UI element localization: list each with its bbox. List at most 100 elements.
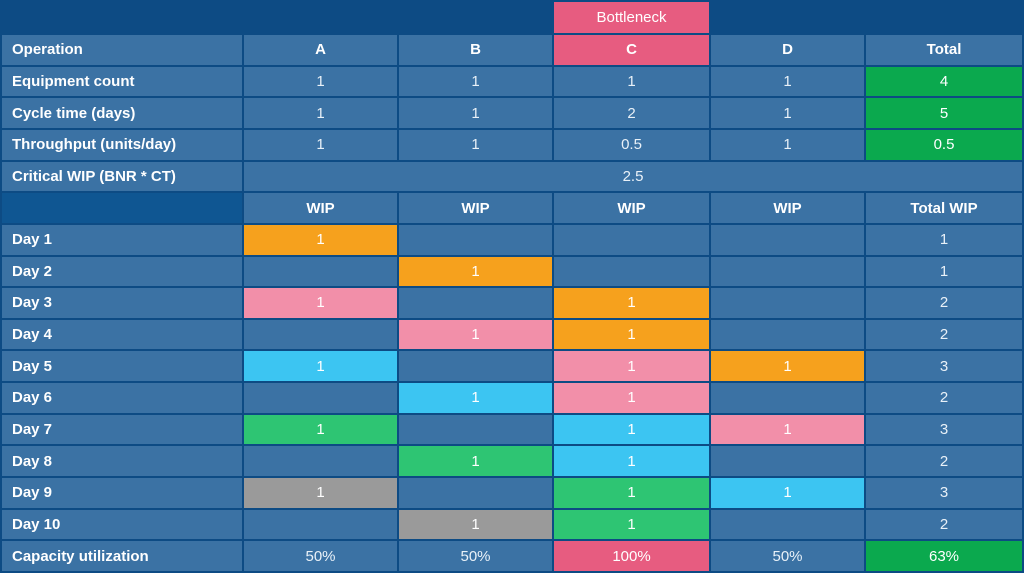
header-operation: Operation (2, 35, 242, 65)
wip-header-c: WIP (554, 193, 709, 223)
wip-header-b: WIP (399, 193, 552, 223)
capacity-cell-d: 50% (711, 541, 864, 571)
wip-unit-cell: 1 (399, 319, 552, 350)
wip-empty-cell (244, 383, 397, 413)
wip-unit-cell: 1 (711, 478, 864, 508)
metric-total-cell: 4 (866, 66, 1022, 97)
wip-empty-cell (399, 478, 552, 508)
total-wip-cell: 2 (866, 319, 1022, 350)
metric-total-cell: 5 (866, 98, 1022, 128)
metric-cell: 1 (399, 129, 552, 160)
total-wip-cell: 3 (866, 478, 1022, 508)
capacity-cell-a: 50% (244, 541, 397, 571)
capacity-cell-c-bottleneck: 100% (554, 541, 709, 571)
wip-unit-cell: 1 (399, 256, 552, 287)
wip-empty-cell (244, 319, 397, 350)
metric-cell: 1 (711, 98, 864, 128)
wip-empty-cell (711, 256, 864, 287)
wip-empty-cell (244, 446, 397, 477)
col-header-d: D (711, 35, 864, 65)
critical-wip-value-cell: 2.5 (244, 161, 1022, 192)
total-wip-cell: 1 (866, 256, 1022, 287)
wip-header-d: WIP (711, 193, 864, 223)
metric-cell: 1 (711, 129, 864, 160)
band-spacer-right (711, 2, 1022, 33)
wip-empty-cell (554, 224, 709, 255)
metric-cell: 1 (399, 98, 552, 128)
total-wip-cell: 2 (866, 446, 1022, 477)
wip-unit-cell: 1 (554, 478, 709, 508)
wip-unit-cell: 1 (554, 509, 709, 540)
band-spacer-left (2, 2, 552, 33)
row-label-cycle-time: Cycle time (days) (2, 98, 242, 128)
metric-cell: 1 (244, 66, 397, 97)
wip-unit-cell: 1 (554, 446, 709, 477)
wip-unit-cell: 1 (244, 288, 397, 318)
total-wip-cell: 2 (866, 383, 1022, 413)
wip-unit-cell: 1 (554, 319, 709, 350)
metric-cell: 1 (554, 66, 709, 97)
day-label: Day 9 (2, 478, 242, 508)
wip-empty-cell (399, 414, 552, 445)
wip-empty-cell (711, 288, 864, 318)
wip-unit-cell: 1 (244, 224, 397, 255)
col-header-b: B (399, 35, 552, 65)
total-wip-cell: 3 (866, 414, 1022, 445)
col-header-total: Total (866, 35, 1022, 65)
day-label: Day 2 (2, 256, 242, 287)
wip-empty-cell (554, 256, 709, 287)
capacity-cell-total: 63% (866, 541, 1022, 571)
metric-cell: 2 (554, 98, 709, 128)
wip-unit-cell: 1 (554, 383, 709, 413)
total-wip-cell: 3 (866, 351, 1022, 382)
wip-empty-cell (244, 509, 397, 540)
wip-empty-cell (244, 256, 397, 287)
day-label: Day 5 (2, 351, 242, 382)
wip-unit-cell: 1 (244, 351, 397, 382)
wip-header-a: WIP (244, 193, 397, 223)
col-header-a: A (244, 35, 397, 65)
total-wip-cell: 2 (866, 288, 1022, 318)
wip-unit-cell: 1 (399, 509, 552, 540)
row-label-capacity-utilization: Capacity utilization (2, 541, 242, 571)
metric-total-cell: 0.5 (866, 129, 1022, 160)
row-label-equipment-count: Equipment count (2, 66, 242, 97)
day-label: Day 1 (2, 224, 242, 255)
wip-unit-cell: 1 (554, 288, 709, 318)
total-wip-cell: 1 (866, 224, 1022, 255)
col-header-c-bottleneck: C (554, 35, 709, 65)
wip-unit-cell: 1 (244, 478, 397, 508)
row-label-critical-wip: Critical WIP (BNR * CT) (2, 161, 242, 192)
day-label: Day 6 (2, 383, 242, 413)
metric-cell: 0.5 (554, 129, 709, 160)
wip-empty-cell (711, 319, 864, 350)
wip-unit-cell: 1 (711, 351, 864, 382)
wip-empty-cell (399, 224, 552, 255)
wip-empty-cell (711, 509, 864, 540)
metric-cell: 1 (244, 129, 397, 160)
wip-empty-cell (711, 224, 864, 255)
metric-cell: 1 (711, 66, 864, 97)
wip-empty-cell (711, 383, 864, 413)
wip-unit-cell: 1 (554, 351, 709, 382)
capacity-cell-b: 50% (399, 541, 552, 571)
metric-cell: 1 (399, 66, 552, 97)
wip-unit-cell: 1 (711, 414, 864, 445)
wip-empty-cell (399, 351, 552, 382)
day-label: Day 3 (2, 288, 242, 318)
wip-empty-cell (711, 446, 864, 477)
row-label-throughput: Throughput (units/day) (2, 129, 242, 160)
day-label: Day 4 (2, 319, 242, 350)
day-label: Day 10 (2, 509, 242, 540)
wip-unit-cell: 1 (399, 383, 552, 413)
wip-empty-cell (399, 288, 552, 318)
wip-header-total: Total WIP (866, 193, 1022, 223)
wip-unit-cell: 1 (244, 414, 397, 445)
wip-header-spacer (2, 193, 242, 223)
day-label: Day 8 (2, 446, 242, 477)
wip-unit-cell: 1 (399, 446, 552, 477)
day-label: Day 7 (2, 414, 242, 445)
wip-unit-cell: 1 (554, 414, 709, 445)
metric-cell: 1 (244, 98, 397, 128)
